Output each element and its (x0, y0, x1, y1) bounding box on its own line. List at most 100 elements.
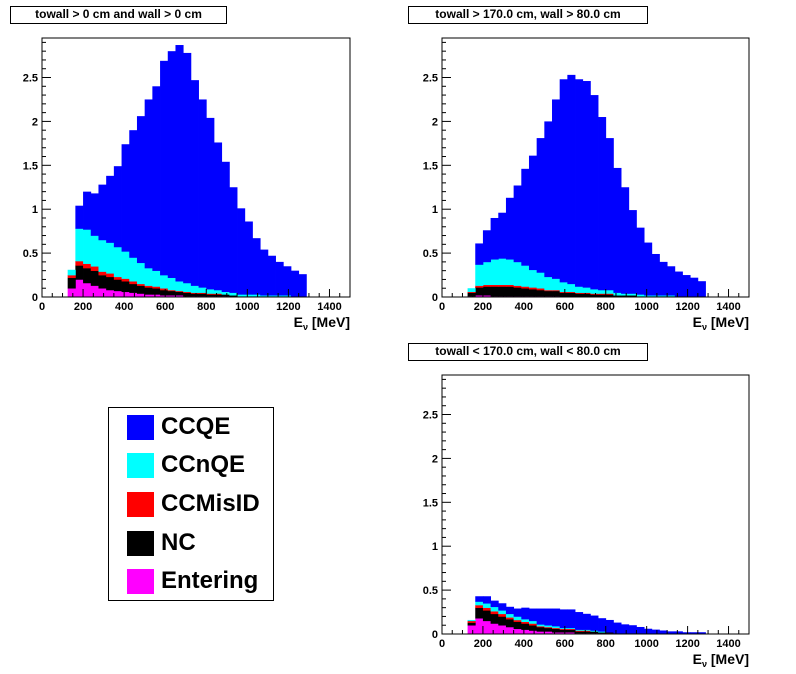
bar-ccmisid (544, 626, 553, 629)
y-tick-label: 2.5 (423, 410, 438, 422)
bar-ccnqe (644, 295, 653, 297)
x-axis-title: Eν [MeV] (693, 651, 749, 669)
bar-nc (598, 294, 607, 298)
bar-nc (559, 292, 568, 298)
bar-ccqe (544, 121, 553, 278)
bar-entering (513, 628, 522, 635)
bar-ccnqe (260, 295, 269, 297)
legend-entry-entering: Entering (127, 566, 258, 596)
x-tick-label: 1200 (675, 301, 699, 313)
legend-entry-ccmisid: CCMisID (127, 489, 260, 519)
bar-ccmisid (505, 284, 515, 287)
bar-ccnqe (590, 289, 599, 294)
x-tick-label: 200 (474, 638, 492, 650)
bar-entering (544, 631, 553, 635)
bar-ccnqe (167, 277, 176, 291)
bar-entering (167, 295, 176, 298)
panel-2: 0 200 400 600 800 1000 1200 1400 0 0.5 1 1.5 2 2.5 Eν … (423, 37, 750, 332)
bar-entering (475, 618, 484, 635)
bar-nc (590, 294, 599, 298)
bar-ccnqe (559, 282, 568, 293)
bar-ccmisid (498, 613, 507, 617)
bar-ccnqe (613, 292, 622, 296)
x-tick-label: 1200 (276, 301, 300, 313)
bar-ccnqe (582, 629, 591, 631)
bar-ccqe (628, 625, 637, 634)
bar-ccmisid (152, 286, 161, 289)
bar-ccqe (559, 79, 568, 283)
bar-ccmisid (482, 607, 492, 611)
bar-ccqe (475, 243, 484, 265)
bar-nc (528, 625, 538, 631)
bar-ccqe (252, 238, 261, 295)
bar-ccmisid (559, 628, 568, 630)
bar-ccqe (244, 221, 253, 295)
y-tick-label: 0.5 (423, 585, 438, 597)
x-axis-title: Eν [MeV] (693, 314, 749, 332)
bar-ccqe (644, 242, 653, 296)
x-tick-label: 800 (197, 301, 215, 313)
bar-ccmisid (144, 285, 153, 288)
bar-ccqe (129, 130, 138, 258)
bar-entering (121, 291, 130, 298)
bar-ccqe (513, 608, 522, 617)
legend-swatch-ccqe (127, 414, 154, 440)
bar-nc (505, 619, 515, 628)
y-tick-label: 1 (432, 204, 438, 216)
bar-ccqe (290, 270, 300, 298)
bar-ccnqe (252, 294, 261, 297)
x-tick-label: 1000 (634, 638, 658, 650)
x-axis-title-sub: ν (702, 322, 707, 332)
bar-ccnqe (144, 268, 153, 286)
bar-entering (129, 292, 138, 298)
legend-label-nc: NC (161, 529, 196, 556)
bar-entering (144, 294, 153, 298)
bar-ccqe (298, 274, 307, 298)
bar-ccmisid (98, 271, 107, 276)
bar-nc (229, 295, 238, 298)
bar-ccmisid (475, 285, 484, 288)
bar-ccmisid (590, 293, 599, 295)
bar-ccqe (598, 117, 607, 291)
bar-ccqe (275, 261, 284, 296)
bar-nc (106, 276, 115, 291)
bar-ccqe (575, 612, 584, 630)
bar-nc (498, 616, 507, 626)
bar-nc (544, 290, 553, 297)
bar-ccqe (536, 138, 545, 273)
bar-entering (113, 290, 122, 298)
bar-nc (590, 631, 599, 634)
bar-ccnqe (221, 291, 230, 295)
bar-ccnqe (582, 287, 591, 293)
bar-ccqe (621, 187, 630, 294)
bar-entering (528, 630, 538, 635)
bar-ccqe (490, 217, 499, 260)
x-tick-label: 800 (597, 301, 615, 313)
bar-nc (129, 283, 138, 293)
bar-entering (106, 289, 115, 298)
x-axis-title-main: E (693, 314, 702, 330)
bar-ccqe (267, 255, 276, 296)
bar-nc (206, 294, 215, 297)
bar-ccqe (598, 618, 607, 632)
bar-nc (75, 265, 84, 280)
bar-ccqe (229, 187, 238, 293)
bar-ccnqe (244, 294, 253, 297)
bar-entering (482, 620, 492, 635)
bar-ccqe (136, 116, 146, 264)
x-tick-label: 800 (597, 638, 615, 650)
bar-nc (528, 289, 538, 297)
bar-ccnqe (552, 626, 561, 629)
bar-ccmisid (528, 287, 538, 290)
bar-ccqe (621, 624, 630, 634)
legend-swatch-nc (127, 530, 154, 556)
bar-ccqe (206, 117, 215, 290)
bar-entering (67, 288, 76, 298)
bar-ccmisid (160, 288, 169, 291)
bar-ccnqe (651, 295, 660, 297)
x-tick-label: 1000 (235, 301, 259, 313)
bar-ccqe (659, 261, 668, 296)
bar-ccqe (83, 191, 92, 230)
bar-nc (575, 631, 584, 634)
bar-ccnqe (183, 282, 192, 293)
